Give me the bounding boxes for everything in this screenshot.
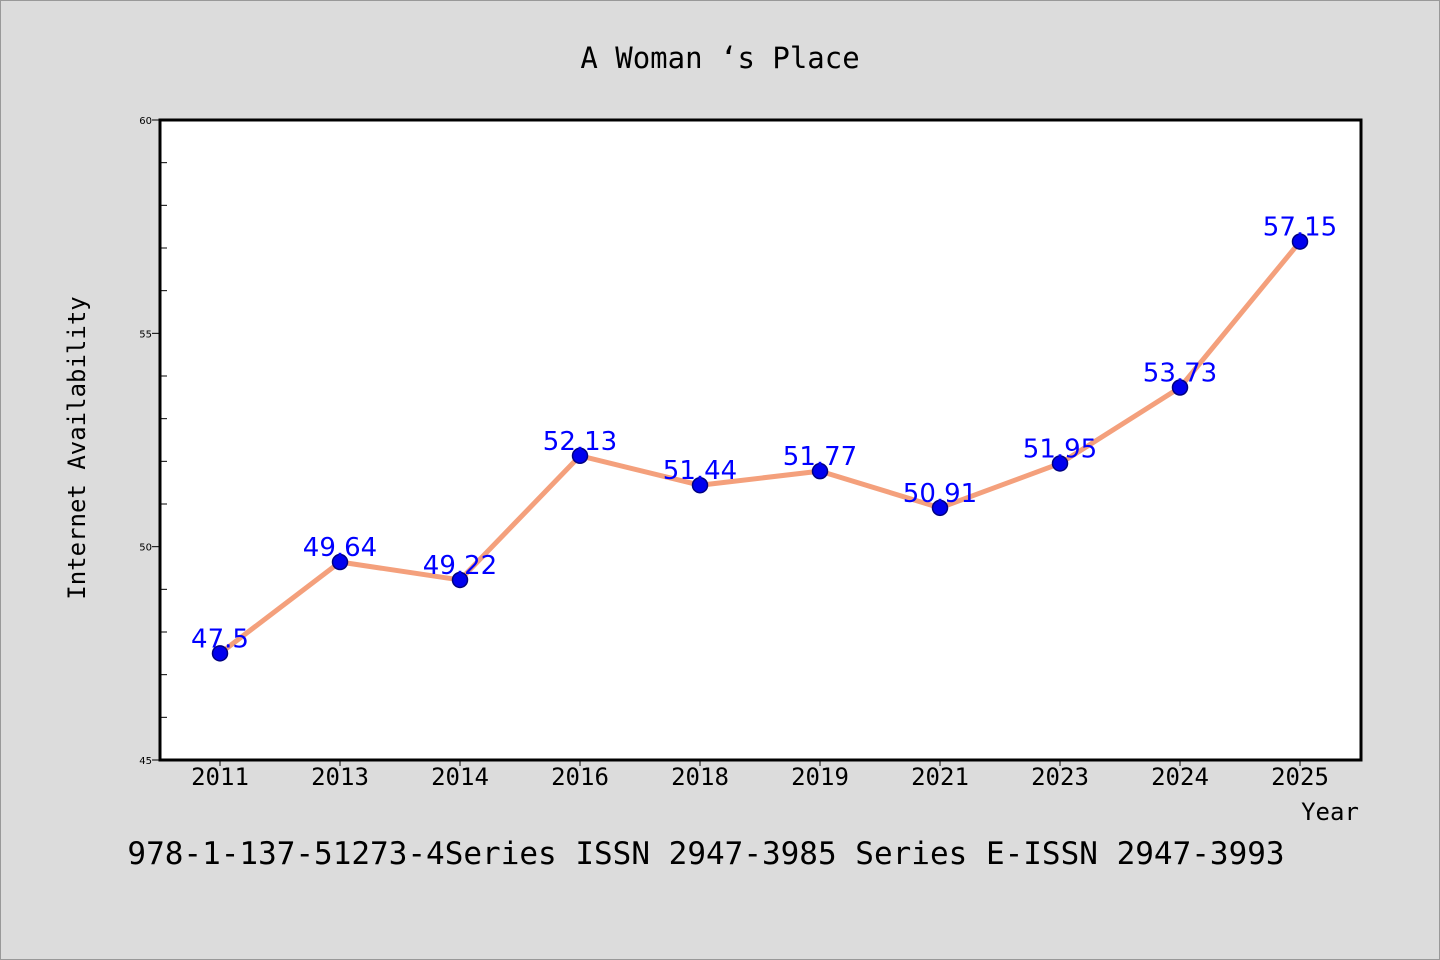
data-point — [931, 499, 949, 517]
data-label: 49.64 — [303, 533, 377, 563]
data-label: 53.73 — [1143, 359, 1217, 389]
data-label: 47.5 — [191, 624, 249, 654]
x-axis: 2011 2013 2014 2016 2018 2019 2021 2023 2024 2025 — [191, 760, 1329, 791]
x-tick-label: 2018 — [671, 763, 729, 791]
data-point — [451, 571, 469, 589]
x-tick-label: 2025 — [1271, 763, 1329, 791]
y-tick-label: 45 — [139, 756, 152, 767]
y-tick-label: 60 — [139, 116, 152, 127]
x-tick-label: 2021 — [911, 763, 969, 791]
data-point — [571, 447, 589, 465]
x-tick-label: 2016 — [551, 763, 609, 791]
data-point — [811, 462, 829, 480]
data-point — [1291, 233, 1309, 250]
x-tick-label: 2011 — [191, 763, 249, 791]
y-axis-title: Internet Availability — [63, 296, 91, 599]
y-tick-label: 55 — [139, 329, 152, 340]
x-axis-title: Year — [1301, 798, 1359, 826]
data-point — [1051, 455, 1069, 472]
y-tick-label: 50 — [139, 543, 152, 554]
data-label: 50.91 — [903, 479, 977, 509]
data-label: 51.44 — [663, 456, 737, 486]
chart-title: A Woman ‘s Place — [580, 41, 859, 75]
x-tick-label: 2024 — [1151, 763, 1209, 791]
data-label: 52.13 — [543, 427, 617, 457]
x-tick-label: 2023 — [1031, 763, 1089, 791]
data-label: 51.77 — [783, 442, 857, 472]
footer-isbn-issn: 978-1-137-51273-4Series ISSN 2947-3985 S… — [127, 836, 1284, 872]
plot-area — [160, 120, 1361, 760]
data-label: 57.15 — [1263, 213, 1337, 243]
data-point — [691, 476, 709, 494]
x-tick-label: 2014 — [431, 763, 489, 791]
data-label: 51.95 — [1023, 434, 1097, 464]
data-label: 49.22 — [423, 551, 497, 581]
plot-frame — [158, 118, 1363, 762]
data-point — [331, 553, 349, 571]
series-layer: 47.5 49.64 49.22 52.13 51.44 51.77 50.91 51.95 5… — [191, 213, 1337, 662]
x-tick-label: 2019 — [791, 763, 849, 791]
data-point — [1171, 379, 1189, 396]
series-line — [217, 239, 1303, 656]
data-point — [211, 645, 229, 662]
x-tick-label: 2013 — [311, 763, 369, 791]
